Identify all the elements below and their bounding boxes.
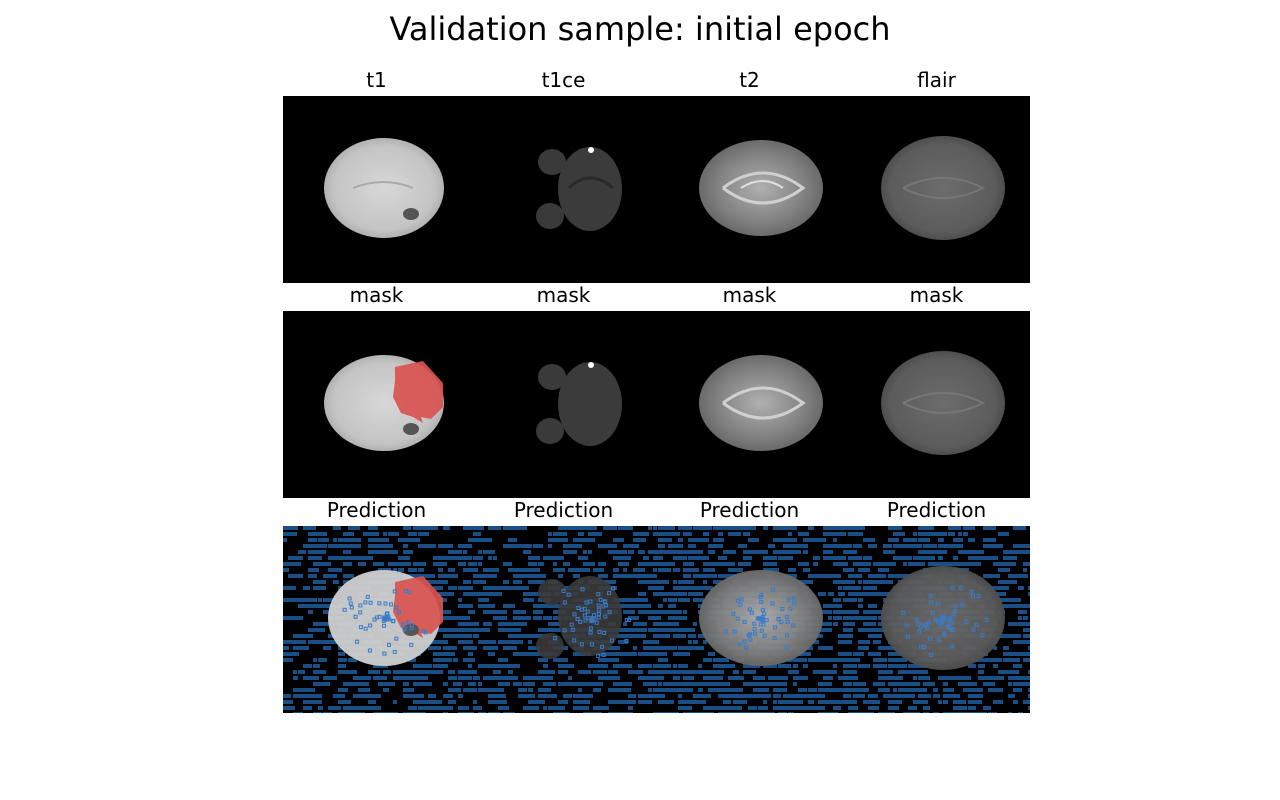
mask-image-strip xyxy=(283,311,1030,498)
prediction-image-strip xyxy=(283,526,1030,713)
brain-t2-mask xyxy=(699,355,823,451)
row-modalities: t1 t1ce t2 flair xyxy=(283,68,1030,283)
panel-title-prediction-1: Prediction xyxy=(326,498,427,522)
modalities-image-strip xyxy=(283,96,1030,283)
panel-title-mask-4: mask xyxy=(909,283,964,307)
panel-title-mask-3: mask xyxy=(722,283,777,307)
brain-t1ce-prediction xyxy=(536,576,622,659)
brain-t2 xyxy=(699,140,823,236)
panel-title-t2: t2 xyxy=(739,68,760,92)
brain-t1ce xyxy=(536,147,622,231)
tumor-mask-region xyxy=(393,361,443,423)
panel-title-prediction-4: Prediction xyxy=(886,498,987,522)
brain-t1ce-mask xyxy=(536,362,622,446)
panel-title-prediction-2: Prediction xyxy=(513,498,614,522)
panel-title-t1ce: t1ce xyxy=(541,68,586,92)
panel-title-mask-2: mask xyxy=(536,283,591,307)
row-predictions: Prediction Prediction Prediction Predict… xyxy=(283,498,1030,713)
brain-flair xyxy=(881,136,1005,240)
row-titles: mask mask mask mask xyxy=(283,283,1030,311)
mask-image xyxy=(283,311,1030,498)
panel-title-mask-1: mask xyxy=(349,283,404,307)
panel-title-flair: flair xyxy=(917,68,956,92)
brain-t1 xyxy=(324,138,444,238)
panel-title-prediction-3: Prediction xyxy=(699,498,800,522)
modalities-image xyxy=(283,96,1030,283)
prediction-speckle-layer xyxy=(342,585,989,658)
panel-title-t1: t1 xyxy=(366,68,387,92)
row-mask-overlays: mask mask mask mask xyxy=(283,283,1030,498)
brain-t1-mask xyxy=(324,355,444,451)
brain-flair-mask xyxy=(881,351,1005,455)
row-titles: t1 t1ce t2 flair xyxy=(283,68,1030,96)
figure-title: Validation sample: initial epoch xyxy=(389,10,891,48)
row-titles: Prediction Prediction Prediction Predict… xyxy=(283,498,1030,526)
tumor-mask-region xyxy=(393,576,443,638)
prediction-image xyxy=(283,526,1030,713)
